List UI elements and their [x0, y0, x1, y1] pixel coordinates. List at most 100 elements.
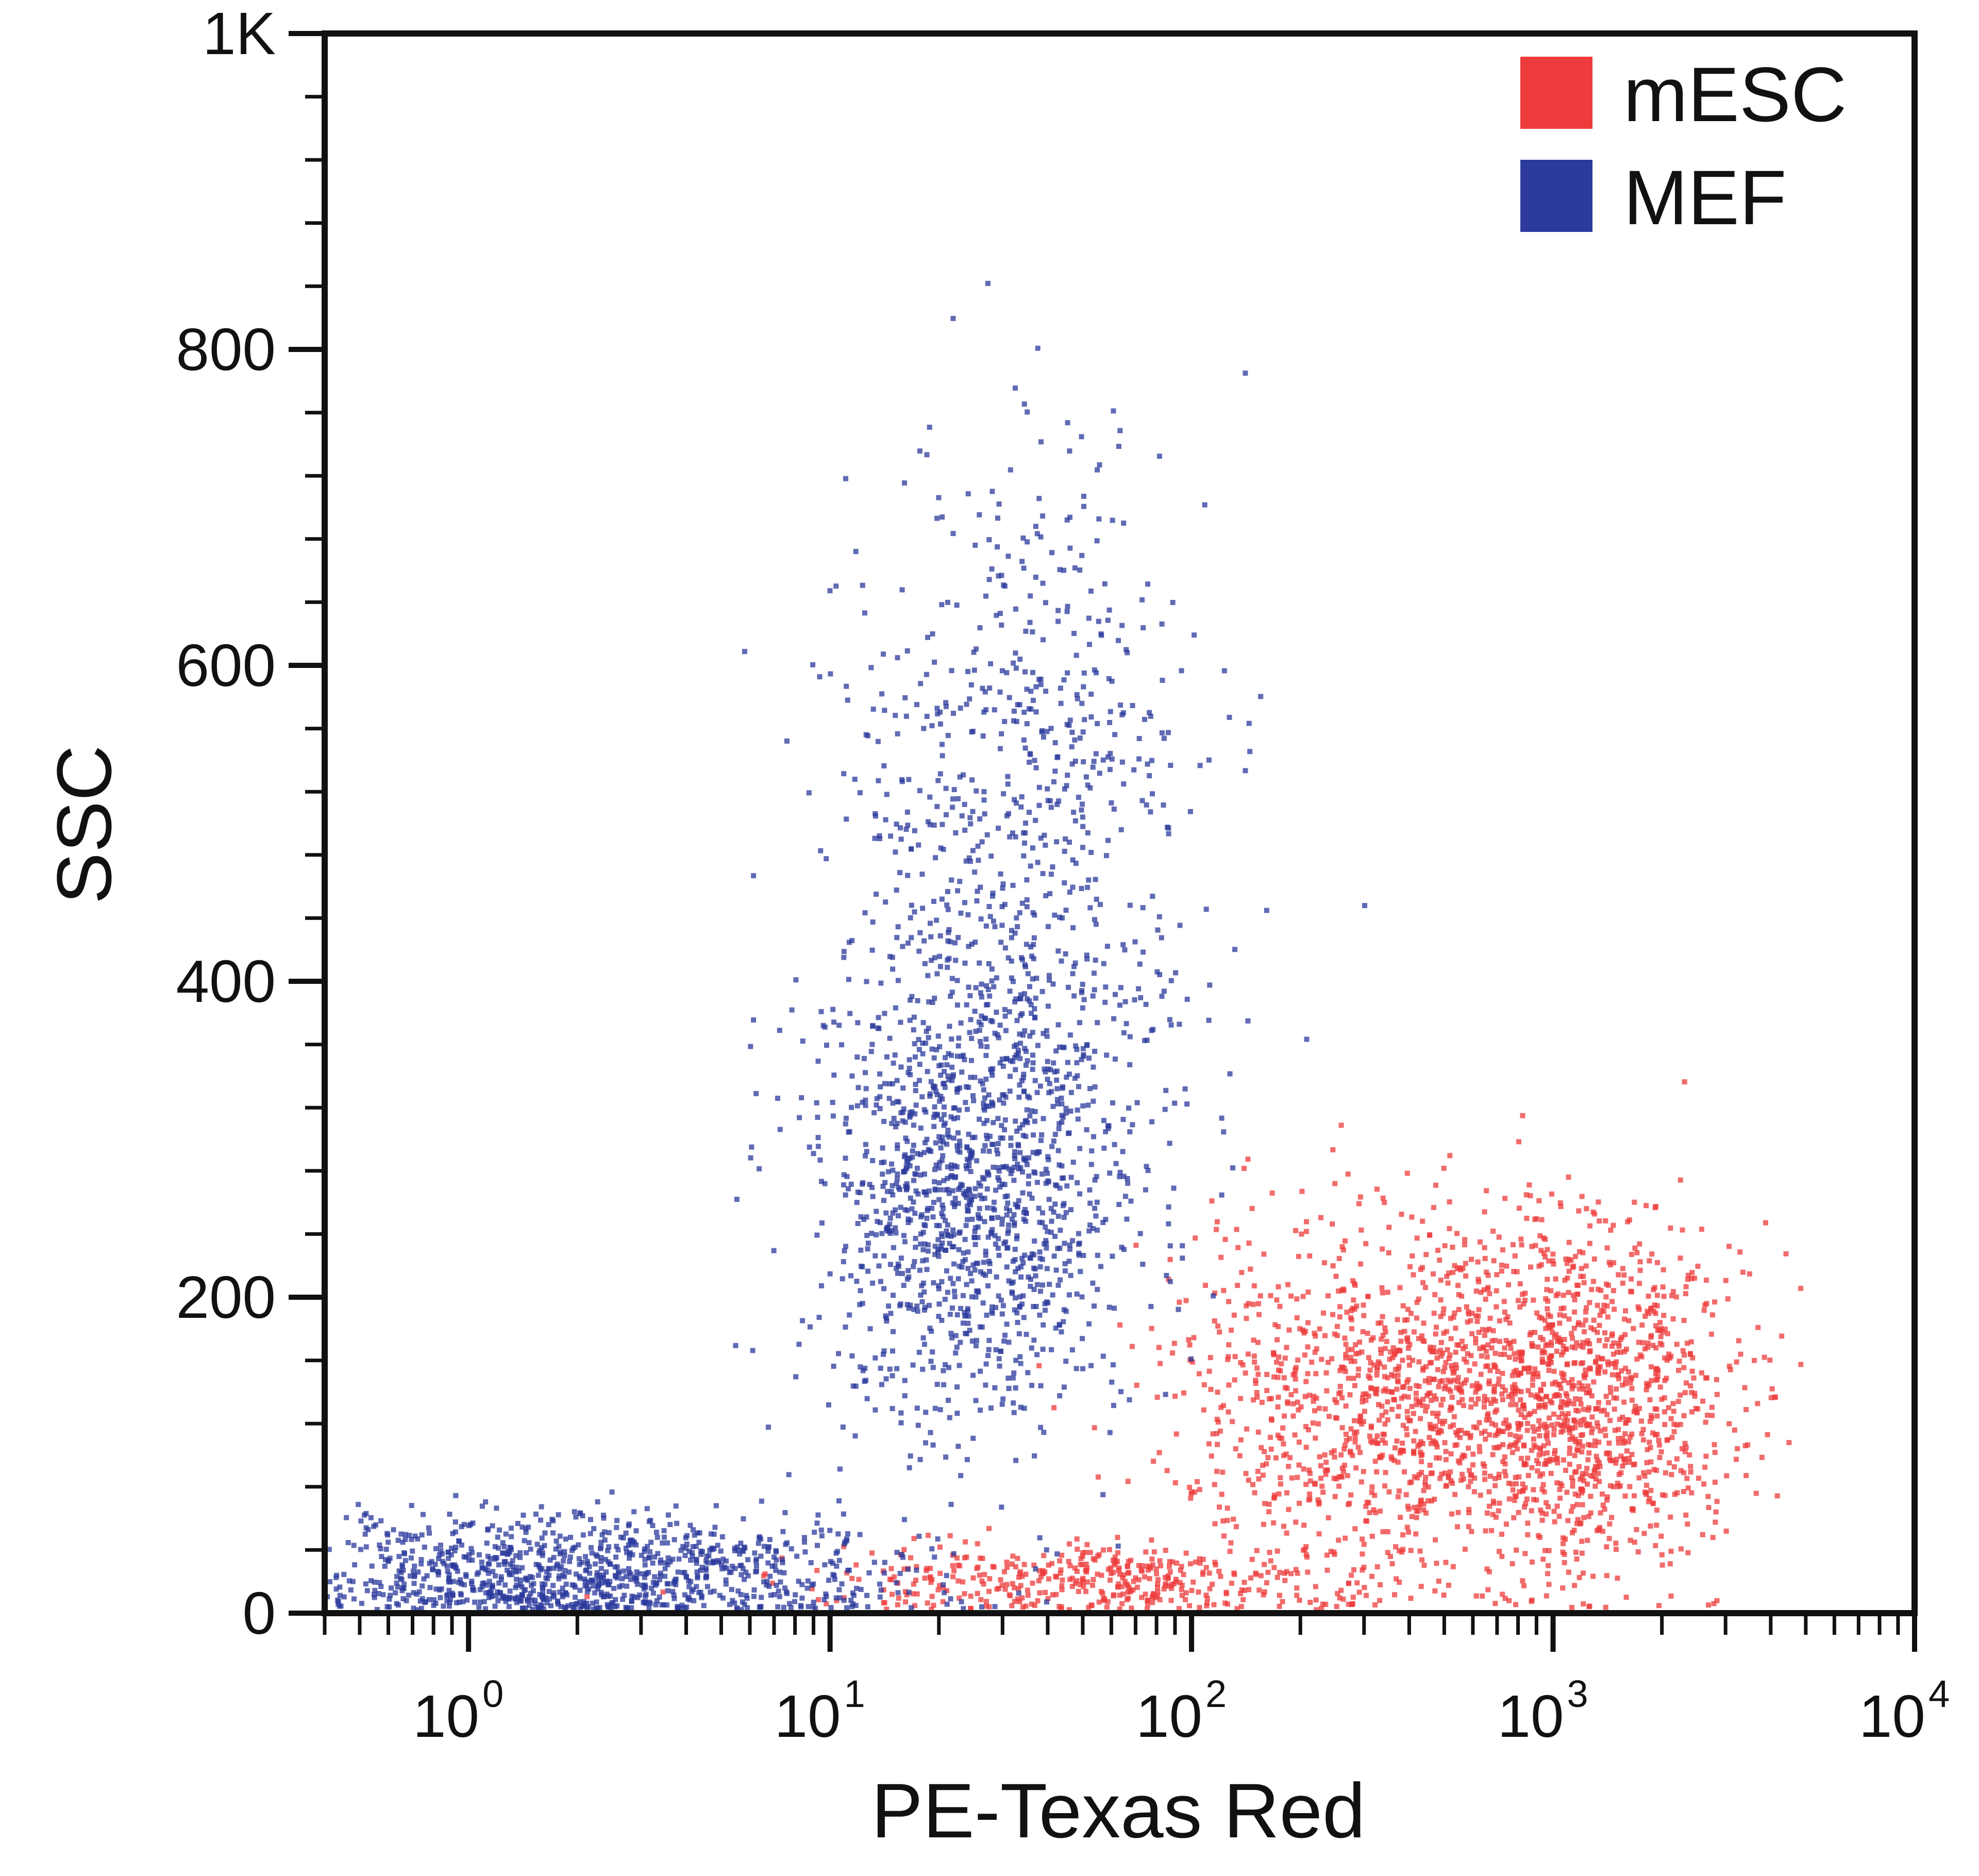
data-point: [999, 1181, 1005, 1187]
data-point: [902, 1119, 908, 1125]
data-point: [479, 1503, 485, 1509]
data-point: [1543, 1326, 1549, 1331]
data-point: [950, 1074, 955, 1079]
data-point: [1060, 1114, 1066, 1120]
data-point: [1686, 1272, 1691, 1278]
data-point: [1060, 1203, 1066, 1209]
data-point: [1603, 1294, 1609, 1300]
data-point: [1561, 1344, 1566, 1349]
data-point: [1074, 652, 1079, 658]
data-point: [1071, 810, 1077, 815]
data-point: [1159, 994, 1165, 999]
data-point: [1490, 1498, 1496, 1504]
data-point: [1518, 1455, 1524, 1461]
data-point: [1352, 1282, 1358, 1288]
data-point: [1159, 621, 1165, 627]
data-point: [1551, 1509, 1557, 1514]
data-point: [451, 1579, 457, 1584]
data-point: [1094, 670, 1099, 676]
data-point: [1107, 767, 1113, 773]
data-point: [1074, 1366, 1079, 1371]
data-point: [983, 1252, 988, 1258]
data-point: [827, 588, 833, 594]
data-point: [844, 1174, 850, 1179]
data-point: [1485, 1342, 1491, 1348]
data-point: [1318, 1215, 1323, 1220]
data-point: [978, 1597, 984, 1602]
data-point: [878, 1084, 883, 1090]
data-point: [957, 1595, 962, 1601]
data-point: [1057, 1322, 1062, 1328]
data-point: [1765, 1432, 1770, 1437]
data-point: [930, 631, 935, 636]
data-point: [1601, 1408, 1607, 1413]
data-point: [836, 1351, 841, 1356]
data-point: [910, 1591, 916, 1597]
data-point: [426, 1597, 432, 1602]
data-point: [1044, 1028, 1049, 1033]
data-point: [1187, 1484, 1192, 1490]
data-point: [1253, 1380, 1259, 1386]
data-point: [1656, 1327, 1662, 1333]
data-point: [930, 1083, 936, 1089]
data-point: [1116, 1202, 1122, 1207]
data-point: [1404, 1525, 1410, 1530]
data-point: [606, 1582, 612, 1587]
data-point: [1492, 1433, 1498, 1438]
data-point: [1435, 1247, 1440, 1253]
data-point: [989, 966, 995, 972]
data-point: [1383, 1386, 1388, 1392]
data-point: [920, 1020, 926, 1026]
data-point: [1055, 618, 1061, 624]
data-point: [492, 1544, 498, 1549]
data-point: [1356, 1589, 1362, 1595]
data-point: [646, 1605, 652, 1611]
data-point: [1279, 1361, 1284, 1367]
data-point: [1074, 1578, 1080, 1584]
data-point: [1032, 1453, 1037, 1459]
data-point: [934, 706, 940, 711]
data-point: [488, 1556, 493, 1562]
data-point: [914, 1303, 920, 1309]
data-point: [1403, 1426, 1409, 1432]
data-point: [1513, 1475, 1518, 1480]
data-point: [1629, 1386, 1635, 1392]
data-point: [1547, 1355, 1552, 1361]
data-point: [1288, 1293, 1294, 1299]
data-point: [1337, 1384, 1343, 1389]
data-point: [1121, 521, 1127, 526]
data-point: [1426, 1376, 1432, 1381]
data-point: [1049, 550, 1054, 556]
data-point: [1589, 1426, 1595, 1432]
data-point: [1049, 1347, 1054, 1352]
data-point: [935, 1587, 941, 1593]
data-point: [1443, 1470, 1448, 1476]
data-point: [936, 1286, 942, 1292]
data-point: [1170, 600, 1176, 605]
data-point: [931, 1124, 937, 1129]
data-point: [1709, 1312, 1715, 1318]
data-point: [1025, 1587, 1030, 1593]
data-point: [1301, 1522, 1307, 1528]
data-point: [1597, 1364, 1603, 1369]
data-point: [1052, 1201, 1058, 1207]
data-point: [1088, 850, 1094, 855]
data-point: [821, 1597, 827, 1602]
data-point: [1699, 1370, 1704, 1376]
data-point: [873, 1407, 878, 1413]
data-point: [980, 1175, 985, 1180]
data-point: [1527, 1365, 1532, 1371]
data-point: [1389, 1406, 1395, 1412]
data-point: [1570, 1265, 1575, 1270]
data-point: [528, 1590, 533, 1596]
data-point: [1579, 1449, 1585, 1455]
data-point: [916, 948, 922, 954]
data-point: [1266, 1509, 1272, 1515]
data-point: [1250, 1397, 1256, 1403]
data-point: [1409, 1214, 1415, 1220]
data-point: [1070, 925, 1076, 931]
data-point: [919, 1299, 925, 1304]
data-point: [1548, 1325, 1554, 1330]
data-point: [999, 1221, 1005, 1227]
data-point: [710, 1547, 715, 1552]
